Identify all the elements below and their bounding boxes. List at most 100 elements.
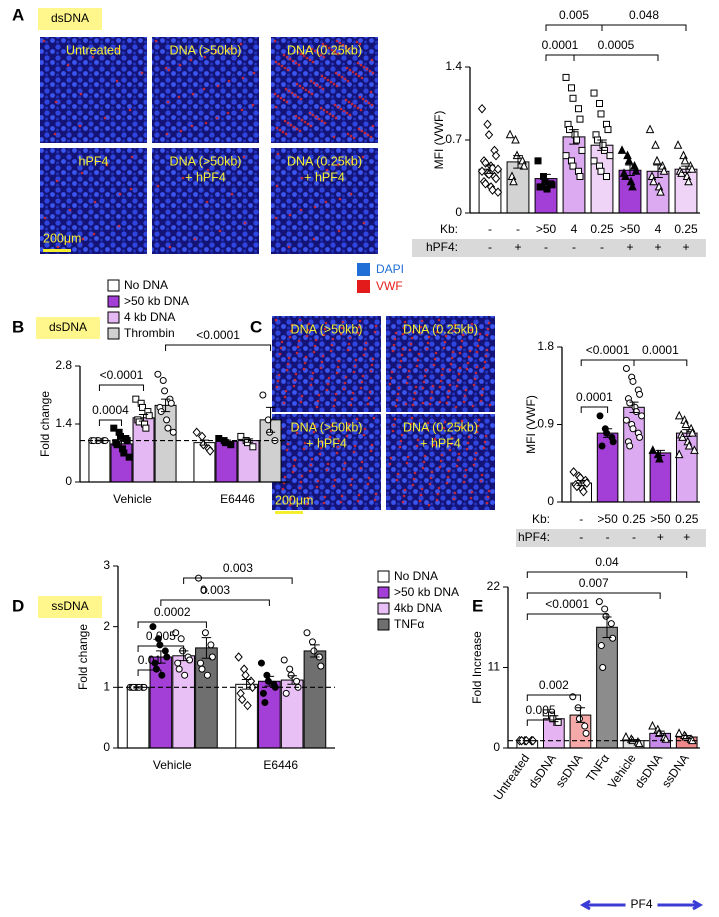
vwf-signal xyxy=(284,132,288,136)
row-value: - xyxy=(572,240,576,254)
vwf-signal xyxy=(427,503,431,507)
vwf-signal xyxy=(339,500,343,504)
legend-swatch xyxy=(107,295,120,308)
vwf-signal xyxy=(357,493,361,497)
vwf-signal xyxy=(329,429,333,433)
vwf-signal xyxy=(370,103,374,107)
vwf-signal xyxy=(347,342,351,346)
vwf-signal xyxy=(320,119,324,123)
comparison-bracket xyxy=(633,359,688,366)
vwf-signal xyxy=(356,499,360,503)
scale-bar-label: 200μm xyxy=(43,231,81,245)
data-point xyxy=(161,387,169,395)
vwf-signal xyxy=(453,491,457,495)
vwf-signal xyxy=(324,200,328,204)
data-point xyxy=(200,586,208,594)
data-point xyxy=(113,441,121,449)
vwf-signal xyxy=(287,245,291,249)
vwf-signal xyxy=(430,470,434,474)
vwf-signal xyxy=(298,486,302,490)
p-value: 0.0005 xyxy=(598,38,635,52)
vwf-signal xyxy=(288,57,292,61)
data-point xyxy=(261,699,269,706)
vwf-signal xyxy=(458,366,462,370)
data-point xyxy=(152,665,160,673)
vwf-signal xyxy=(411,330,415,334)
data-point xyxy=(581,722,589,730)
vwf-signal xyxy=(487,321,491,325)
micrograph xyxy=(152,148,259,254)
data-point xyxy=(568,84,576,92)
vwf-signal xyxy=(448,383,452,387)
comparison-bracket xyxy=(526,592,661,599)
vwf-signal xyxy=(367,101,371,105)
vwf-signal xyxy=(462,400,466,404)
vwf-signal xyxy=(276,152,280,156)
vwf-signal xyxy=(362,65,366,69)
micrograph-label: DNA (0.25kb) xyxy=(403,322,478,336)
vwf-signal xyxy=(323,76,327,80)
vwf-signal xyxy=(409,342,413,346)
vwf-signal xyxy=(336,105,340,109)
data-point xyxy=(622,365,630,373)
vwf-signal xyxy=(308,58,312,62)
vwf-signal xyxy=(335,371,339,375)
comparison-bracket xyxy=(526,719,555,726)
vwf-signal xyxy=(418,499,422,503)
error-bar xyxy=(310,644,320,658)
vwf-signal xyxy=(331,114,335,118)
p-value: <0.0001 xyxy=(100,368,144,382)
vwf-signal xyxy=(93,200,97,204)
vwf-signal xyxy=(336,365,340,369)
vwf-signal xyxy=(477,418,481,422)
vwf-signal xyxy=(310,457,314,461)
data-point xyxy=(569,94,577,102)
vwf-signal xyxy=(312,350,316,354)
x-tick-label: Vehicle xyxy=(605,751,639,791)
vwf-signal xyxy=(436,492,440,496)
data-point xyxy=(604,126,612,134)
y-tick-label: 2.8 xyxy=(55,358,72,372)
y-tick-label: 1.8 xyxy=(537,339,554,353)
micrograph-label: DNA (>50kb) xyxy=(170,154,242,168)
vwf-signal xyxy=(463,394,467,398)
data-point xyxy=(599,664,607,671)
vwf-signal xyxy=(373,498,377,502)
data-point xyxy=(181,671,189,679)
data-point xyxy=(574,105,582,113)
vwf-signal xyxy=(328,435,332,439)
vwf-signal xyxy=(320,360,324,364)
vwf-signal xyxy=(473,377,477,381)
vwf-signal xyxy=(290,91,294,95)
vwf-signal xyxy=(286,442,290,446)
error-bar xyxy=(265,406,276,433)
data-point xyxy=(603,429,611,437)
legend-label: TNFα xyxy=(394,617,424,631)
vwf-signal xyxy=(449,442,453,446)
vwf-signal xyxy=(359,63,363,67)
data-point xyxy=(575,715,583,723)
vwf-signal xyxy=(167,68,171,72)
vwf-signal xyxy=(426,341,430,345)
data-point xyxy=(280,656,288,664)
data-point xyxy=(684,440,694,450)
vwf-signal xyxy=(319,53,323,57)
data-point xyxy=(656,187,665,196)
vwf-signal xyxy=(281,130,285,134)
micrograph xyxy=(40,148,147,254)
vwf-signal xyxy=(450,436,454,440)
data-point xyxy=(609,438,617,446)
data-point xyxy=(576,473,585,483)
vwf-signal xyxy=(423,454,427,458)
vwf-signal xyxy=(475,350,479,354)
vwf-signal xyxy=(318,452,322,456)
vwf-signal xyxy=(305,56,309,60)
vwf-signal xyxy=(352,450,356,454)
vwf-signal xyxy=(43,216,47,220)
vwf-signal xyxy=(328,112,332,116)
vwf-signal xyxy=(336,445,340,449)
tag-box xyxy=(36,317,100,339)
y-tick-label: 1.4 xyxy=(55,416,72,430)
x-tick-label: >50 xyxy=(620,222,641,236)
